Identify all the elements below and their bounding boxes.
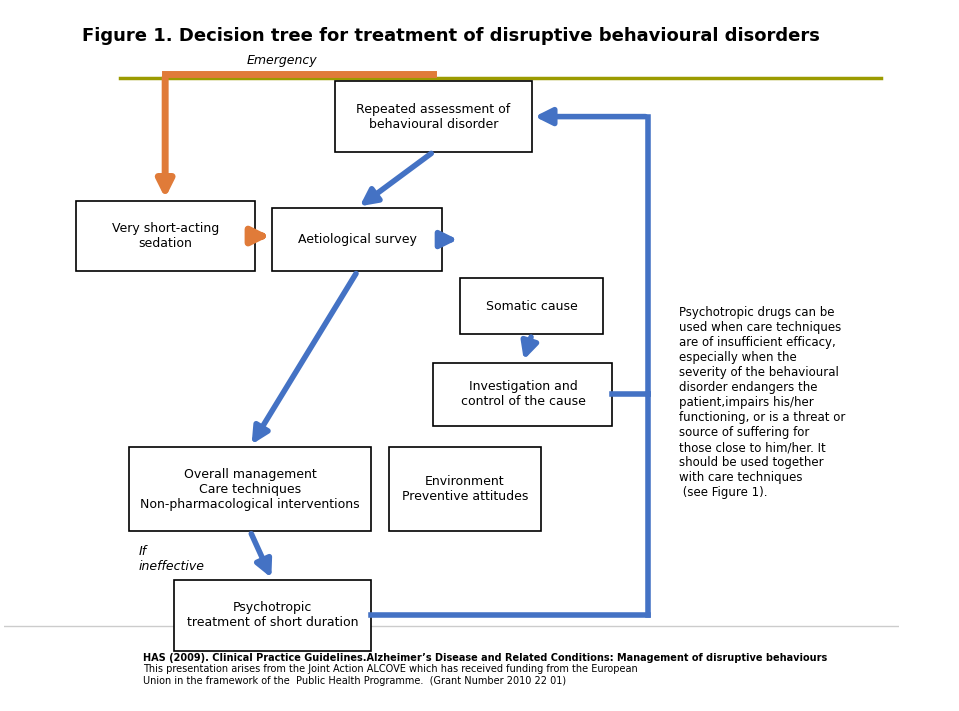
Text: Psychotropic
treatment of short duration: Psychotropic treatment of short duration bbox=[187, 602, 359, 629]
Text: Investigation and
control of the cause: Investigation and control of the cause bbox=[460, 380, 585, 408]
FancyBboxPatch shape bbox=[433, 363, 613, 426]
FancyBboxPatch shape bbox=[175, 580, 371, 651]
Text: This presentation arises from the Joint Action ALCOVE which has received funding: This presentation arises from the Joint … bbox=[143, 664, 638, 686]
Text: Psychotropic drugs can be
used when care techniques
are of insufficient efficacy: Psychotropic drugs can be used when care… bbox=[680, 306, 846, 499]
FancyBboxPatch shape bbox=[388, 447, 541, 531]
Text: Environment
Preventive attitudes: Environment Preventive attitudes bbox=[402, 475, 528, 503]
FancyBboxPatch shape bbox=[76, 201, 254, 271]
Text: If
ineffective: If ineffective bbox=[138, 545, 204, 573]
Text: Very short-acting
sedation: Very short-acting sedation bbox=[111, 222, 219, 250]
Text: Figure 1. Decision tree for treatment of disruptive behavioural disorders: Figure 1. Decision tree for treatment of… bbox=[82, 27, 820, 45]
Text: Emergency: Emergency bbox=[246, 54, 317, 67]
Text: Overall management
Care techniques
Non-pharmacological interventions: Overall management Care techniques Non-p… bbox=[140, 468, 360, 510]
Text: Somatic cause: Somatic cause bbox=[486, 300, 577, 313]
Text: HAS (2009). Clinical Practice Guidelines.Alzheimer’s Disease and Related Conditi: HAS (2009). Clinical Practice Guidelines… bbox=[143, 653, 827, 663]
Text: Aetiological survey: Aetiological survey bbox=[298, 233, 417, 246]
Text: Repeated assessment of
behavioural disorder: Repeated assessment of behavioural disor… bbox=[357, 102, 510, 131]
FancyBboxPatch shape bbox=[129, 447, 371, 531]
FancyBboxPatch shape bbox=[460, 278, 603, 334]
FancyBboxPatch shape bbox=[272, 208, 442, 271]
FancyBboxPatch shape bbox=[335, 82, 532, 151]
